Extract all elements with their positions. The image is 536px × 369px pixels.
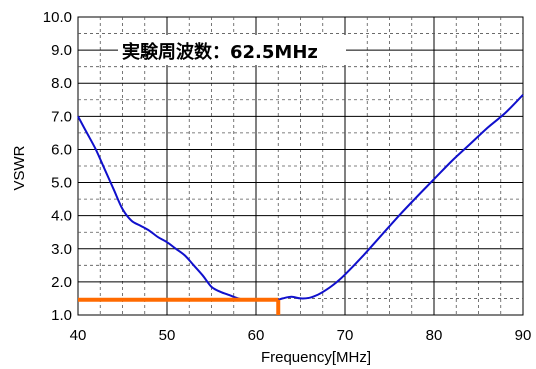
y-tick-label: 2.0: [51, 274, 72, 291]
y-tick-label: 3.0: [51, 241, 72, 258]
y-tick-label: 1.0: [51, 307, 72, 324]
annotation-text: 実験周波数：62.5MHz: [122, 41, 318, 63]
y-tick-label: 7.0: [51, 108, 72, 125]
grid: [78, 17, 523, 315]
y-tick-label: 10.0: [43, 9, 72, 26]
x-tick-label: 70: [337, 327, 354, 344]
y-tick-label: 9.0: [51, 42, 72, 59]
x-tick-label: 80: [426, 327, 443, 344]
x-tick-label: 40: [70, 327, 87, 344]
y-tick-label: 6.0: [51, 141, 72, 158]
marker-layer: [78, 297, 281, 315]
y-tick-label: 5.0: [51, 175, 72, 192]
x-tick-label: 60: [248, 327, 265, 344]
y-tick-label: 4.0: [51, 208, 72, 225]
tick-labels: 40 50 60 70 80 90 1.0 2.0 3.0 4.0 5.0 6.0 7.0 8.0 9.0 1…: [43, 9, 532, 344]
annotation-background: [118, 35, 346, 65]
x-tick-label: 50: [159, 327, 176, 344]
x-tick-label: 90: [515, 327, 532, 344]
y-tick-label: 8.0: [51, 75, 72, 92]
x-axis-label: Frequency[MHz]: [261, 349, 371, 366]
annotation-layer: 実験周波数：62.5MHz: [118, 35, 346, 65]
y-axis-label: VSWR: [11, 145, 28, 190]
